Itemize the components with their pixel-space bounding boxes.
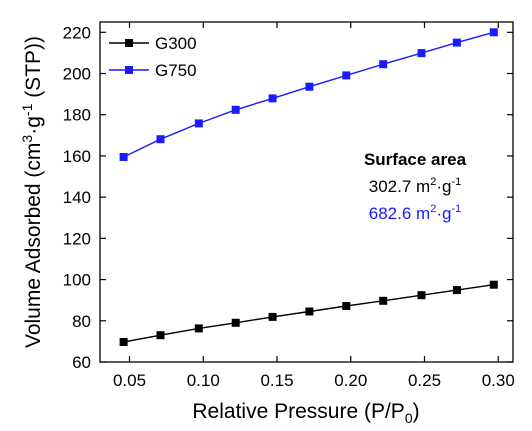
- legend-marker-g300: [125, 39, 133, 47]
- data-point-g750: [452, 38, 461, 47]
- data-point-g300: [342, 302, 351, 310]
- x-axis-title: Relative Pressure (P/P0): [192, 400, 419, 426]
- x-tick-label: 0.25: [408, 371, 441, 390]
- surface-area-annotation: Surface area 302.7 m2·g-1 682.6 m2·g-1: [364, 150, 467, 223]
- data-point-g300: [489, 280, 498, 289]
- data-point-g750: [342, 71, 351, 80]
- x-tick-label: 0.05: [113, 371, 146, 390]
- data-point-g750: [268, 94, 277, 103]
- y-tick-label: 140: [63, 188, 91, 207]
- y-tick-label: 80: [72, 312, 91, 331]
- series-layer: [119, 28, 498, 346]
- y-axis-title: Volume Adsorbed (cm3·g-1 (STP)): [19, 36, 45, 348]
- legend-label-g300: G300: [155, 34, 197, 53]
- data-point-g750: [417, 49, 426, 58]
- data-point-g750: [119, 153, 128, 161]
- data-point-g300: [379, 296, 388, 305]
- data-point-g300: [119, 338, 128, 346]
- data-point-g750: [231, 105, 240, 114]
- data-point-g750: [156, 135, 165, 144]
- y-tick-label: 100: [63, 271, 91, 290]
- annotation-g750: 682.6 m2·g-1: [369, 203, 461, 223]
- x-tick-label: 0.15: [260, 371, 293, 390]
- data-point-g300: [194, 324, 203, 333]
- legend-label-g750: G750: [155, 61, 197, 80]
- data-point-g300: [231, 318, 240, 327]
- annotation-title: Surface area: [364, 150, 467, 169]
- data-point-g300: [452, 286, 461, 295]
- y-tick-label: 120: [63, 229, 91, 248]
- y-tick-label: 180: [63, 106, 91, 125]
- x-tick-label: 0.20: [334, 371, 367, 390]
- y-tick-label: 200: [63, 65, 91, 84]
- data-point-g750: [379, 60, 388, 69]
- legend-marker-g750: [125, 66, 133, 74]
- y-tick-label: 60: [72, 353, 91, 372]
- x-tick-label: 0.30: [482, 371, 515, 390]
- annotation-g300: 302.7 m2·g-1: [369, 176, 461, 196]
- x-tick-label: 0.10: [187, 371, 220, 390]
- legend: G300 G750: [109, 34, 197, 80]
- data-point-g300: [305, 307, 314, 316]
- data-point-g750: [489, 28, 498, 37]
- data-point-g750: [194, 119, 203, 128]
- data-point-g750: [305, 82, 314, 91]
- data-point-g300: [156, 331, 165, 340]
- plot-frame: [99, 21, 514, 363]
- data-point-g300: [268, 312, 277, 321]
- y-tick-label: 220: [63, 23, 91, 42]
- data-point-g300: [417, 291, 426, 300]
- y-tick-label: 160: [63, 147, 91, 166]
- axes: 0.05 0.10 0.15 0.20 0.25 0.30 60 80 100 120 140 160…: [63, 22, 515, 390]
